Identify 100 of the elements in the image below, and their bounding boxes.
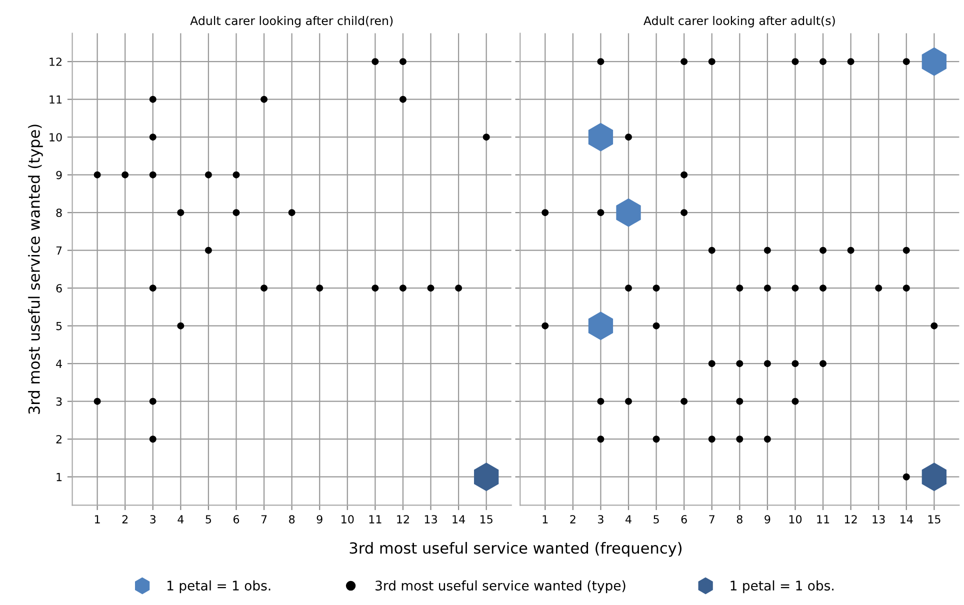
x-tick-label: 8 <box>736 515 742 524</box>
y-tick-label: 4 <box>56 360 62 368</box>
x-tick-label: 4 <box>178 515 184 524</box>
point <box>922 47 946 76</box>
legend-label: 3rd most useful service wanted (type) <box>376 580 626 594</box>
x-tick-label: 2 <box>122 515 128 524</box>
x-tick-label: 9 <box>316 515 322 524</box>
point <box>764 246 771 254</box>
x-tick-label: 5 <box>206 515 212 524</box>
point <box>288 209 296 216</box>
y-tick-label: 3 <box>56 397 62 406</box>
point <box>792 360 799 368</box>
point <box>372 284 379 292</box>
point <box>902 246 910 254</box>
x-tick-label: 6 <box>681 515 687 524</box>
x-tick-label: 15 <box>480 515 492 524</box>
x-tick-label: 7 <box>261 515 267 524</box>
point <box>625 284 632 292</box>
point <box>764 284 771 292</box>
x-tick-label: 1 <box>94 515 100 524</box>
point <box>764 360 771 368</box>
point <box>652 284 660 292</box>
y-tick-label: 11 <box>50 95 62 104</box>
point <box>149 134 156 141</box>
point <box>149 171 156 178</box>
point <box>680 209 688 216</box>
point <box>400 96 406 103</box>
point <box>400 284 406 292</box>
x-tick-label: 9 <box>764 515 770 524</box>
point <box>597 209 604 216</box>
point <box>708 58 716 66</box>
point <box>260 284 268 292</box>
point <box>588 312 614 340</box>
x-tick-label: 14 <box>900 515 913 524</box>
y-tick-label: 12 <box>50 58 62 66</box>
point <box>149 96 156 103</box>
point <box>680 398 688 405</box>
point <box>372 58 379 66</box>
point <box>177 209 184 216</box>
point <box>625 398 632 405</box>
point <box>792 58 799 66</box>
point <box>616 198 641 227</box>
point <box>708 246 716 254</box>
x-tick-label: 10 <box>342 515 354 524</box>
y-axis-title: 3rd most useful service wanted (type) <box>28 124 43 414</box>
point <box>820 246 826 254</box>
point <box>736 436 744 443</box>
point <box>232 171 240 178</box>
point <box>400 58 406 66</box>
x-tick-label: 11 <box>369 515 382 524</box>
point <box>902 58 910 66</box>
point <box>316 284 324 292</box>
point <box>597 58 604 66</box>
point <box>902 284 910 292</box>
x-tick-label: 13 <box>872 515 885 524</box>
point <box>922 462 946 492</box>
point <box>149 284 156 292</box>
point <box>708 360 716 368</box>
point <box>149 436 156 443</box>
point <box>122 171 129 178</box>
point <box>427 284 434 292</box>
point <box>652 436 660 443</box>
point <box>875 284 882 292</box>
point <box>847 58 854 66</box>
legend-label: 1 petal = 1 obs. <box>730 580 834 594</box>
point <box>597 398 604 405</box>
point <box>232 209 240 216</box>
point <box>597 436 604 443</box>
point <box>204 171 212 178</box>
chart-title: Adult carer looking after child(ren) <box>190 16 393 28</box>
y-tick-label: 5 <box>56 322 62 330</box>
point <box>94 398 101 405</box>
x-tick-label: 3 <box>598 515 604 524</box>
point <box>588 122 614 152</box>
x-tick-label: 1 <box>542 515 548 524</box>
x-tick-label: 8 <box>289 515 295 524</box>
point <box>204 246 212 254</box>
point <box>820 360 826 368</box>
y-tick-label: 8 <box>56 208 62 217</box>
point <box>455 284 462 292</box>
point <box>736 398 744 405</box>
y-tick-label: 6 <box>56 284 62 292</box>
x-tick-label: 13 <box>424 515 437 524</box>
point <box>680 58 688 66</box>
x-tick-label: 6 <box>233 515 240 524</box>
y-tick-label: 1 <box>56 472 62 482</box>
point <box>792 284 799 292</box>
y-tick-label: 9 <box>56 170 62 180</box>
point <box>94 171 101 178</box>
point <box>792 398 799 405</box>
chart-title: Adult carer looking after adult(s) <box>644 16 835 28</box>
point <box>625 134 632 141</box>
point <box>764 436 771 443</box>
legend-label: 1 petal = 1 obs. <box>168 580 270 594</box>
point <box>260 96 268 103</box>
point <box>736 360 744 368</box>
x-tick-label: 5 <box>654 515 659 524</box>
x-tick-label: 15 <box>928 515 940 524</box>
y-tick-label: 10 <box>50 133 62 142</box>
point <box>177 322 184 330</box>
